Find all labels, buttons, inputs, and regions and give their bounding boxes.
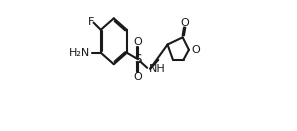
Text: S: S (134, 53, 142, 66)
Text: NH: NH (148, 64, 165, 74)
Text: O: O (134, 37, 142, 47)
Text: O: O (192, 45, 200, 55)
Text: O: O (134, 72, 142, 82)
Text: F: F (88, 17, 94, 27)
Text: O: O (180, 18, 189, 28)
Text: H₂N: H₂N (69, 48, 90, 58)
